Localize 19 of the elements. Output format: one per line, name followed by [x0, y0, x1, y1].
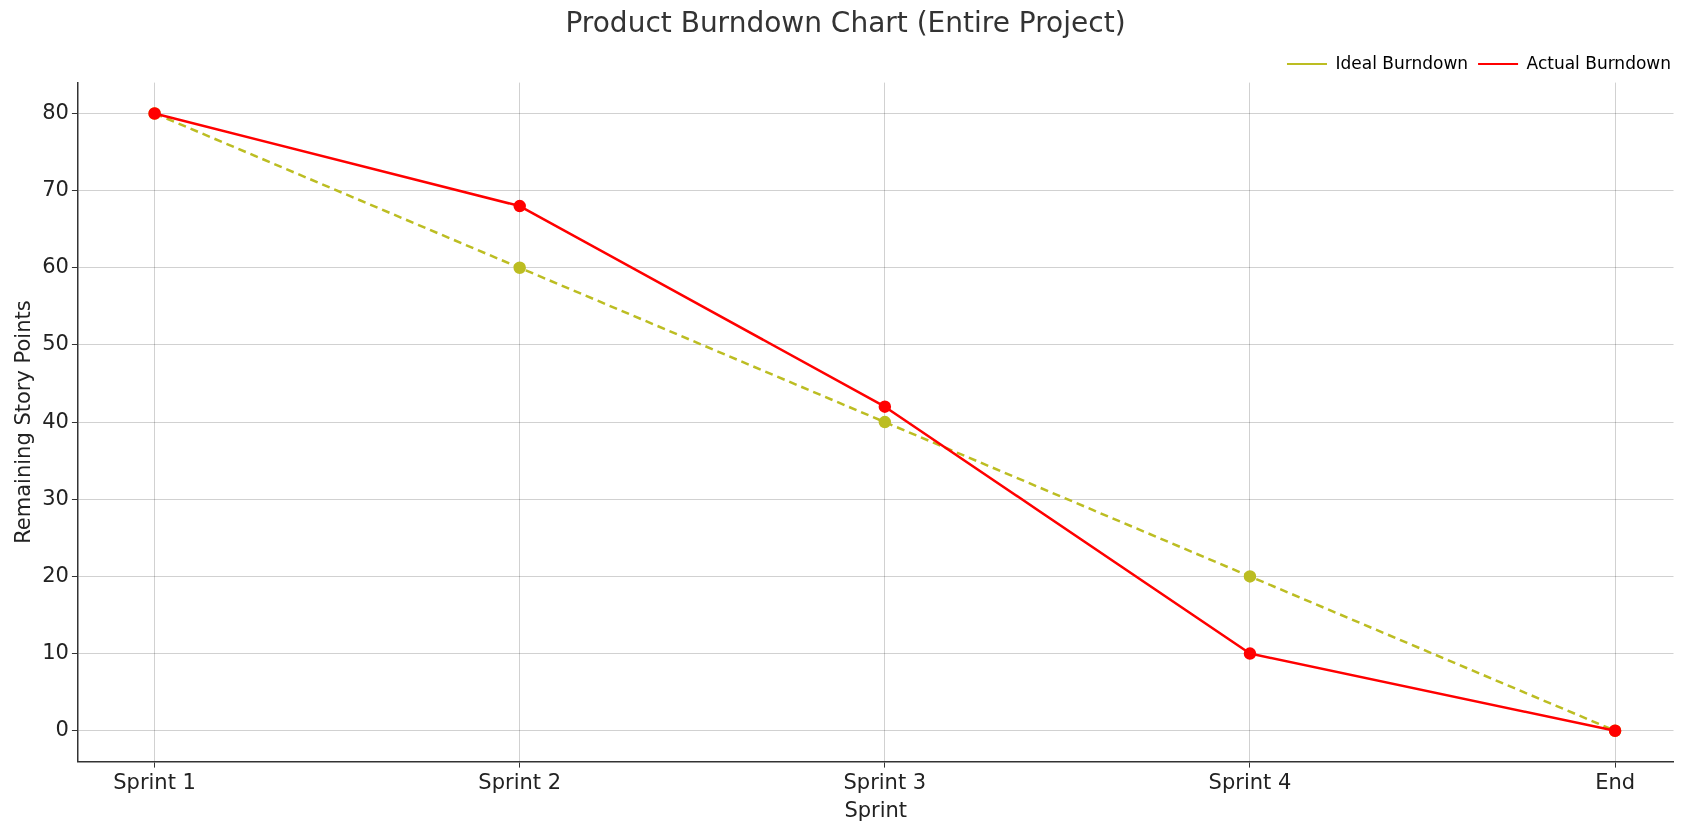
- chart-title: Product Burndown Chart (Entire Project): [565, 6, 1126, 40]
- x-tick-label: Sprint 4: [1208, 769, 1292, 794]
- x-tick-label: Sprint 1: [113, 769, 196, 794]
- legend-label: Actual Burndown: [1526, 52, 1671, 73]
- y-tick-label: 40: [42, 408, 69, 433]
- x-tick-label: Sprint 3: [843, 769, 927, 794]
- x-tick-label: End: [1595, 769, 1636, 794]
- y-tick-label: 70: [42, 177, 69, 202]
- legend-label: Ideal Burndown: [1335, 52, 1469, 73]
- y-axis-title: Remaining Story Points: [11, 300, 36, 544]
- y-tick-label: 0: [55, 717, 69, 742]
- y-tick-label: 30: [42, 485, 69, 510]
- y-tick-label: 50: [42, 331, 69, 356]
- x-axis-title: Sprint: [844, 797, 908, 822]
- y-tick-label: 10: [42, 640, 69, 665]
- y-tick-label: 60: [42, 254, 69, 279]
- x-tick-label: Sprint 2: [478, 769, 562, 794]
- y-tick-label: 20: [42, 562, 69, 587]
- y-tick-label: 80: [42, 99, 69, 124]
